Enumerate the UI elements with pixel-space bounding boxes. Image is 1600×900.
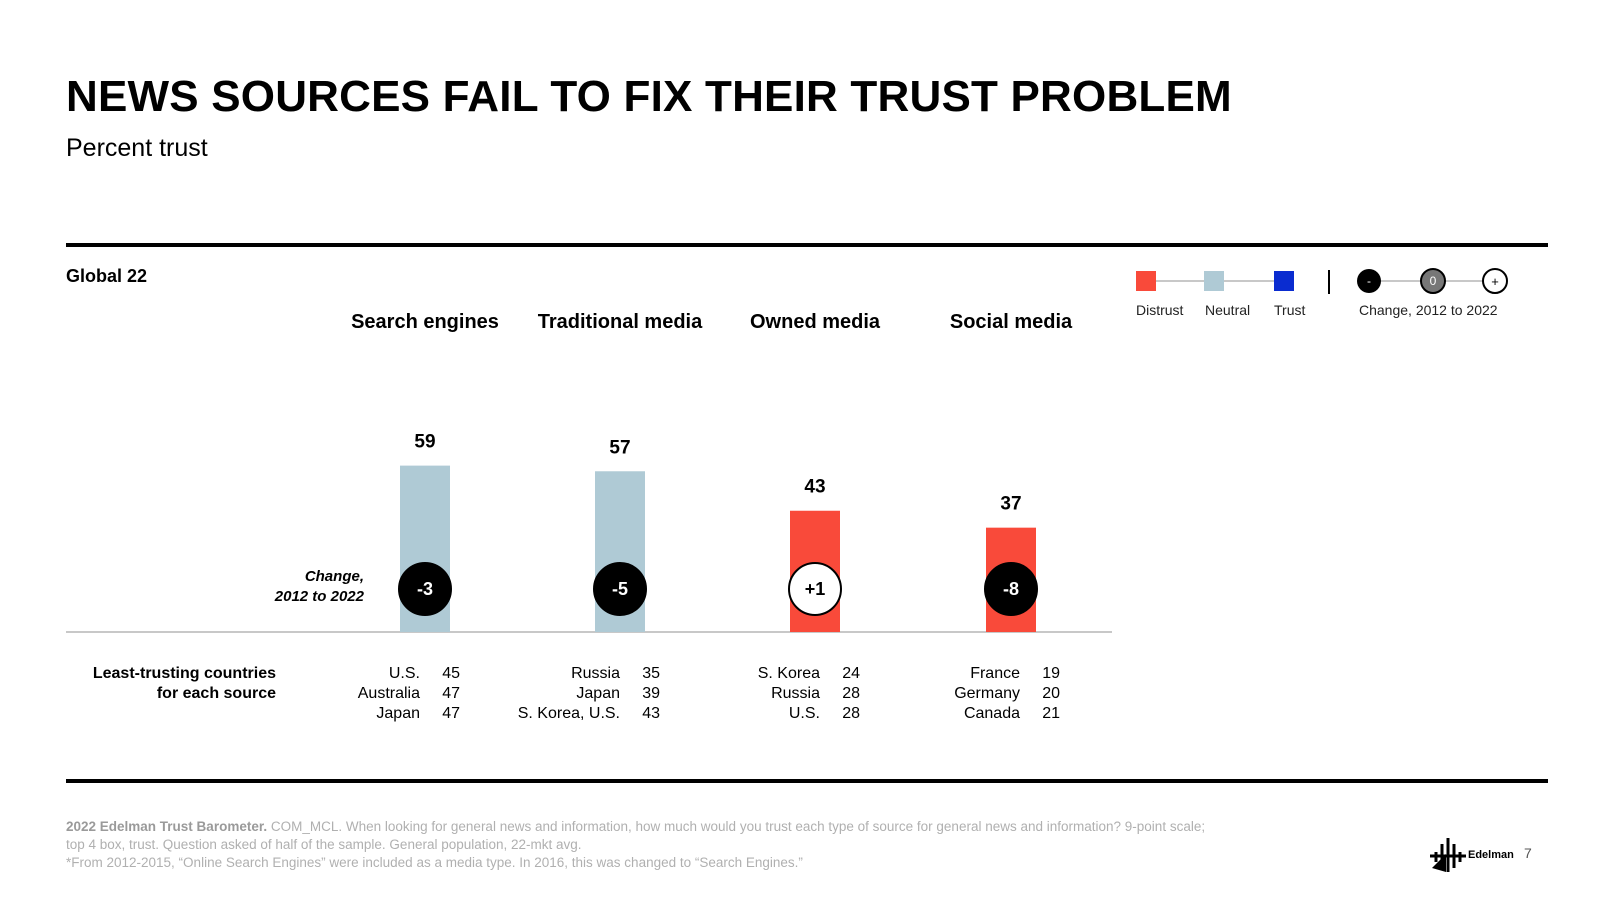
change-circle (593, 562, 647, 616)
country-name: S. Korea, U.S. (517, 705, 620, 722)
country-value: 35 (642, 665, 660, 682)
legend-change-minus: - (1367, 274, 1371, 288)
country-row: Japan 39 (480, 684, 660, 704)
category-label: Owned media (750, 311, 881, 333)
footnote-line2: top 4 box, trust. Question asked of half… (66, 837, 582, 852)
page-subtitle: Percent trust (66, 134, 208, 162)
change-value-label: -5 (612, 579, 628, 599)
country-name: Japan (576, 685, 620, 702)
country-name: Canada (963, 705, 1020, 722)
group-label: Global 22 (66, 266, 148, 286)
footnote-line1: COM_MCL. When looking for general news a… (267, 819, 1206, 834)
country-name: U.S. (788, 705, 820, 722)
change-side-label: Change, 2012 to 2022 (200, 567, 364, 607)
legend-swatches: - 0 + (1136, 268, 1508, 294)
country-row: U.S. 45 (280, 664, 460, 684)
country-row: S. Korea, U.S. 43 (480, 704, 660, 724)
country-name: S. Korea (757, 665, 820, 682)
legend-neutral-label: Neutral (1205, 302, 1251, 318)
country-list: S. Korea 24 Russia 28 U.S. 28 (680, 664, 860, 724)
least-trusting-label: Least-trusting countries for each source (60, 664, 276, 704)
country-value: 39 (642, 685, 660, 702)
country-list: France 19 Germany 20 Canada 21 (880, 664, 1060, 724)
country-row: Australia 47 (280, 684, 460, 704)
top-rule (66, 243, 1548, 247)
country-value: 28 (842, 685, 860, 702)
edelman-logo-text: Edelman (1468, 849, 1514, 861)
country-row: Russia 28 (680, 684, 860, 704)
legend-change-minus-circle (1357, 269, 1381, 293)
change-circle (398, 562, 452, 616)
change-side-label-line2: 2012 to 2022 (274, 588, 364, 605)
country-name: Germany (954, 685, 1020, 702)
category-label: Search engines (351, 311, 499, 333)
change-circle (788, 562, 842, 616)
country-row: Canada 21 (880, 704, 1060, 724)
least-trusting-label-line2: for each source (156, 685, 276, 702)
bar-value-label: 59 (414, 432, 435, 453)
country-name: Australia (357, 685, 420, 702)
country-value: 47 (442, 685, 460, 702)
change-value-label: -3 (417, 579, 433, 599)
bar-value-label: 57 (609, 437, 630, 458)
bar-value-label: 37 (1000, 494, 1021, 515)
legend-change-zero-circle (1420, 268, 1446, 294)
legend-neutral-swatch (1204, 271, 1224, 291)
least-trusting-label-line1: Least-trusting countries (92, 665, 276, 682)
country-row: Germany 20 (880, 684, 1060, 704)
edelman-logo: Edelman (1430, 838, 1514, 872)
footnote-source: 2022 Edelman Trust Barometer. (66, 819, 268, 834)
legend: - 0 + Distrust Neutral Trust Change, 201… (1130, 266, 1520, 326)
country-row: Russia 35 (480, 664, 660, 684)
category-label: Social media (950, 311, 1073, 333)
bottom-rule (66, 779, 1548, 783)
legend-trust-label: Trust (1274, 302, 1306, 318)
bar-value-label: 43 (804, 477, 825, 498)
country-value: 19 (1042, 665, 1060, 682)
country-value: 43 (642, 705, 660, 722)
country-value: 45 (442, 665, 460, 682)
country-value: 21 (1042, 705, 1060, 722)
country-row: Japan 47 (280, 704, 460, 724)
country-list: U.S. 45 Australia 47 Japan 47 (280, 664, 460, 724)
change-circle (984, 562, 1038, 616)
legend-change-plus: + (1491, 274, 1499, 289)
country-row: S. Korea 24 (680, 664, 860, 684)
country-name: U.S. (388, 665, 420, 682)
change-value-label: +1 (805, 579, 826, 599)
page-title: NEWS SOURCES FAIL TO FIX THEIR TRUST PRO… (66, 72, 1232, 121)
country-name: Russia (771, 685, 820, 702)
country-name: Russia (571, 665, 620, 682)
page-number: 7 (1524, 845, 1532, 861)
country-value: 28 (842, 705, 860, 722)
category-label: Traditional media (538, 311, 703, 333)
legend-change-zero: 0 (1430, 274, 1437, 288)
legend-distrust-label: Distrust (1136, 302, 1184, 318)
country-value: 47 (442, 705, 460, 722)
country-value: 24 (842, 665, 860, 682)
legend-distrust-swatch (1136, 271, 1156, 291)
footnote: 2022 Edelman Trust Barometer. COM_MCL. W… (66, 818, 1356, 872)
footnote-line3: *From 2012-2015, “Online Search Engines”… (66, 855, 803, 870)
legend-change-label: Change, 2012 to 2022 (1359, 302, 1498, 318)
country-list: Russia 35 Japan 39 S. Korea, U.S. 43 (480, 664, 660, 724)
change-side-label-line1: Change, (304, 568, 364, 585)
country-row: France 19 (880, 664, 1060, 684)
country-row: U.S. 28 (680, 704, 860, 724)
edelman-logo-icon (1430, 838, 1466, 872)
country-name: France (970, 665, 1020, 682)
country-value: 20 (1042, 685, 1060, 702)
change-value-label: -8 (1003, 579, 1019, 599)
country-name: Japan (376, 705, 420, 722)
legend-change-plus-circle (1482, 268, 1508, 294)
legend-trust-swatch (1274, 271, 1294, 291)
